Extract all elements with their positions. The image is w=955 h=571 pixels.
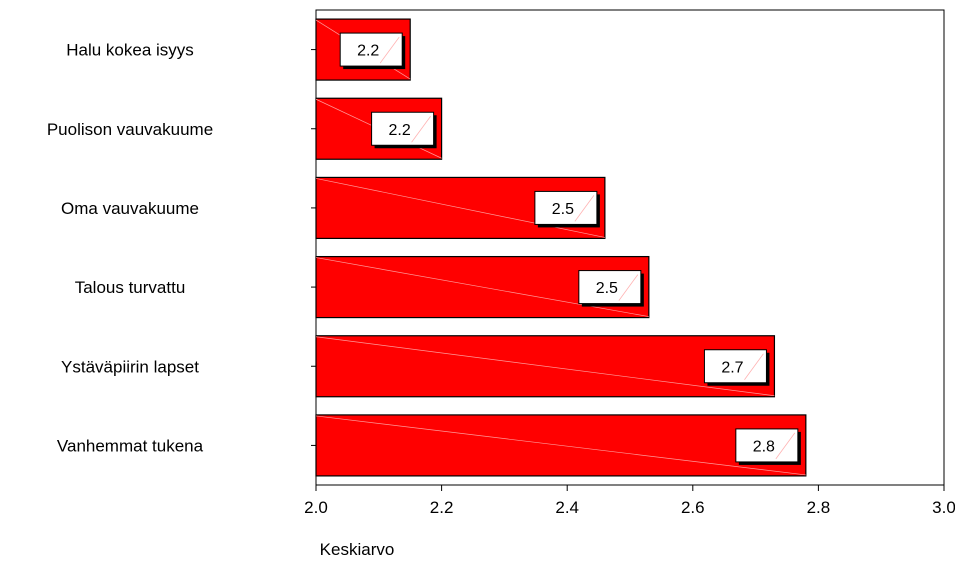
bar-diagonal: [315, 415, 806, 476]
data-label-diagonal: [618, 274, 639, 301]
x-tick-label: 2.8: [807, 498, 831, 517]
x-tick-label: 2.4: [555, 498, 579, 517]
data-label: 2.2: [388, 122, 410, 139]
data-label-box: [703, 349, 767, 384]
data-label-diagonal: [411, 116, 431, 143]
x-tick-label: 2.0: [304, 498, 328, 517]
data-label-diagonal: [379, 36, 400, 64]
plot-area: Halu kokea isyys 2.2 Puolison vauvakuume 2.…: [47, 9, 955, 517]
data-label-box: [735, 428, 799, 463]
bar-diagonal: [315, 257, 649, 317]
data-label-diagonal: [574, 195, 595, 222]
category-label: Oma vauvakuume: [61, 199, 199, 218]
data-label-diagonal: [744, 353, 764, 380]
category-label: Talous turvattu: [75, 278, 186, 297]
bar-diagonal: [315, 178, 605, 238]
category-label: Ystäväpiirin lapset: [61, 357, 199, 376]
data-label-box: [339, 32, 403, 67]
plot-frame: [315, 9, 945, 486]
x-tick-label: 2.6: [681, 498, 705, 517]
data-label-box: [578, 270, 642, 305]
data-label-box: [534, 190, 598, 225]
data-label: 2.8: [753, 438, 775, 455]
x-tick-label: 2.2: [430, 498, 454, 517]
data-label: 2.5: [552, 201, 574, 218]
bar-diagonal: [315, 336, 775, 397]
category-label: Puolison vauvakuume: [47, 120, 213, 139]
data-label-diagonal: [775, 432, 796, 460]
category-label: Vanhemmat tukena: [57, 436, 204, 455]
x-tick-label: 3.0: [932, 498, 955, 517]
category-label: Halu kokea isyys: [66, 41, 194, 60]
data-label-box: [371, 111, 435, 146]
data-label: 2.7: [721, 359, 743, 376]
x-axis-title: Keskiarvo: [320, 540, 395, 559]
data-label: 2.5: [596, 280, 618, 297]
data-label: 2.2: [357, 43, 379, 60]
